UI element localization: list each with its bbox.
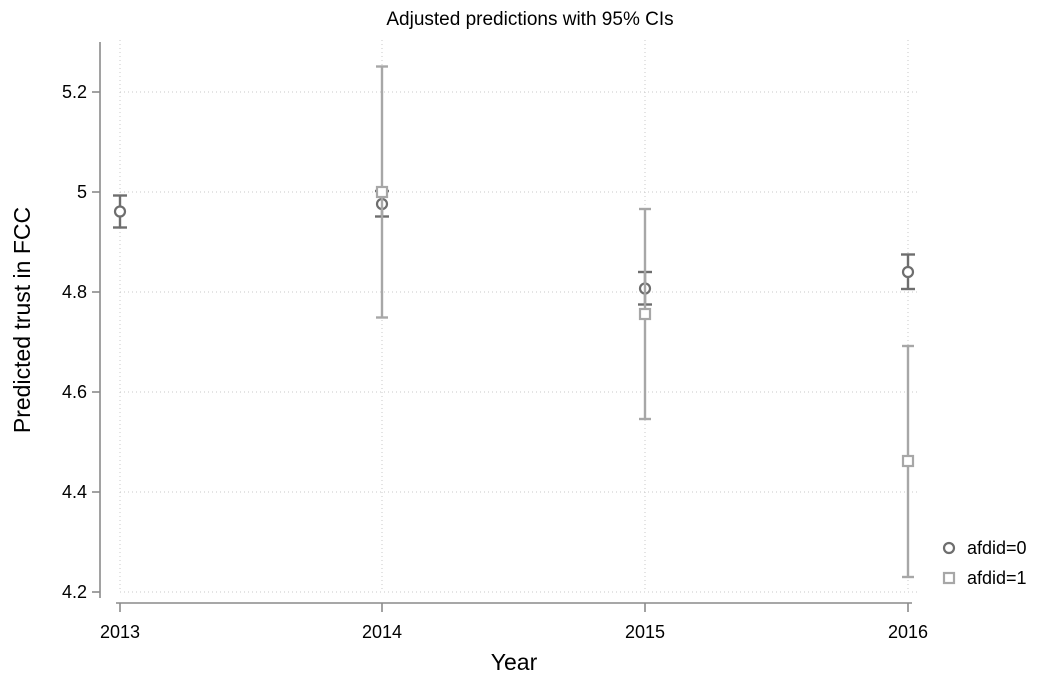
y-tick-label: 4.2 — [62, 582, 87, 602]
legend-label: afdid=1 — [967, 568, 1027, 588]
y-axis-title: Predicted trust in FCC — [9, 207, 35, 433]
chart-title: Adjusted predictions with 95% CIs — [386, 9, 673, 30]
axes: 4.2 4.4 4.6 4.8 5 5.2 2013 2014 2015 2016 — [62, 42, 928, 642]
data-point — [638, 307, 652, 321]
series-afdid=0 — [113, 189, 915, 306]
data-point — [375, 185, 389, 199]
series-afdid=1 — [375, 65, 915, 579]
legend-marker — [942, 571, 956, 585]
y-tick-label: 4.8 — [62, 282, 87, 302]
data-point — [901, 265, 915, 279]
data-point — [113, 205, 127, 218]
data-point — [901, 454, 915, 468]
legend: afdid=0 afdid=1 — [942, 538, 1027, 588]
data-series — [113, 65, 915, 579]
y-tick-label: 4.4 — [62, 482, 87, 502]
y-tick-label: 4.6 — [62, 382, 87, 402]
grid-lines — [119, 40, 920, 593]
x-tick-label: 2015 — [625, 622, 665, 642]
x-tick-label: 2014 — [362, 622, 402, 642]
legend-marker — [942, 541, 956, 555]
legend-label: afdid=0 — [967, 538, 1027, 558]
x-tick-label: 2016 — [888, 622, 928, 642]
x-axis-title: Year — [491, 649, 538, 675]
y-tick-label: 5 — [77, 182, 87, 202]
x-tick-label: 2013 — [100, 622, 140, 642]
y-tick-label: 5.2 — [62, 82, 87, 102]
